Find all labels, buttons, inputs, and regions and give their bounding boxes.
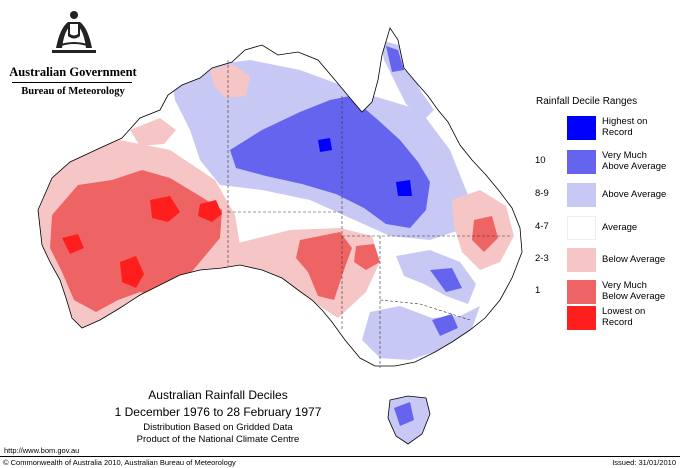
legend-label: Below Average — [602, 254, 666, 265]
copyright-text: © Commonwealth of Australia 2010, Austra… — [3, 458, 236, 467]
legend-swatch — [567, 150, 596, 174]
legend-item-very-much-below: 1 Very Much Below Average — [535, 280, 675, 304]
legend-range: 10 — [535, 155, 546, 166]
map-product-note: Product of the National Climate Centre — [136, 434, 300, 445]
legend-label: Average — [602, 222, 638, 233]
state-borders — [227, 60, 510, 368]
legend-item-lowest: Lowest on Record — [535, 306, 675, 330]
bureau-title: Bureau of Meteorology — [21, 86, 125, 97]
legend-swatch — [567, 116, 596, 140]
legend-label: Highest on Record — [602, 116, 648, 138]
legend-item-below: 2-3 Below Average — [535, 248, 675, 272]
government-title: Australian Government — [9, 65, 137, 79]
issued-date: Issued: 31/01/2010 — [612, 458, 676, 467]
legend-swatch — [567, 248, 596, 272]
legend-label: Very Much Below Average — [602, 280, 666, 302]
map-title: Australian Rainfall Deciles — [148, 388, 288, 402]
legend-swatch — [567, 280, 596, 304]
legend-range: 4-7 — [535, 221, 549, 232]
footer-bar: © Commonwealth of Australia 2010, Austra… — [0, 456, 680, 468]
legend-swatch — [567, 183, 596, 207]
map-method-note: Distribution Based on Gridded Data — [143, 422, 293, 433]
legend-swatch — [567, 216, 596, 240]
legend-label: Lowest on Record — [602, 306, 646, 328]
map-period: 1 December 1976 to 28 February 1977 — [114, 405, 322, 419]
legend-item-highest: Highest on Record — [535, 116, 675, 140]
legend-title: Rainfall Decile Ranges — [536, 96, 638, 107]
coastline — [37, 27, 523, 367]
website-link[interactable]: http://www.bom.gov.au — [4, 446, 80, 455]
legend-item-average: 4-7 Average — [535, 216, 675, 240]
logo-divider — [12, 82, 132, 83]
decile-shading — [38, 40, 514, 360]
legend-label: Very Much Above Average — [602, 150, 667, 172]
legend-range: 1 — [535, 285, 541, 296]
legend-item-above: 8-9 Above Average — [535, 183, 675, 207]
legend-item-very-much-above: 10 Very Much Above Average — [535, 150, 675, 174]
tasmania — [387, 395, 431, 445]
coat-of-arms-icon — [52, 11, 96, 53]
legend-label: Above Average — [602, 189, 667, 200]
government-logo: Australian Government Bureau of Meteorol… — [8, 8, 137, 98]
legend-range: 2-3 — [535, 253, 549, 264]
legend-swatch — [567, 306, 596, 330]
legend-range: 8-9 — [535, 188, 549, 199]
